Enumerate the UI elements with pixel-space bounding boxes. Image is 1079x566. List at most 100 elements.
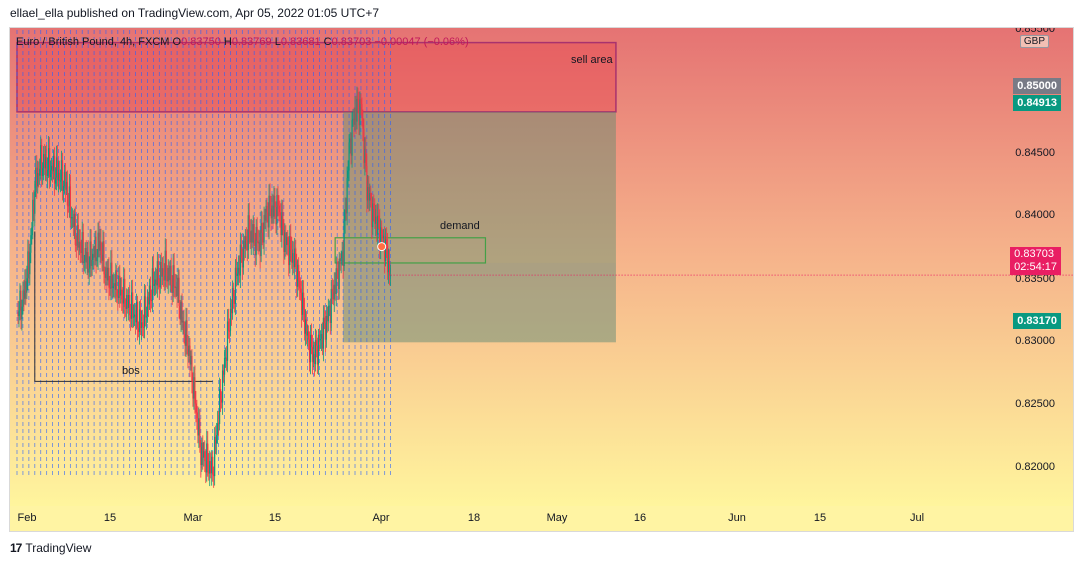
- candle-body: [327, 306, 329, 322]
- candle-body: [127, 294, 129, 308]
- candle-body: [243, 240, 245, 249]
- candle-body: [121, 289, 123, 300]
- demand-label: demand: [440, 220, 480, 232]
- candle-body: [65, 182, 68, 190]
- chart-canvas[interactable]: [10, 28, 1073, 531]
- candle-body: [303, 292, 305, 310]
- candle-body: [75, 244, 77, 246]
- currency-badge[interactable]: GBP: [1019, 35, 1049, 48]
- candle-body: [228, 330, 231, 332]
- candle-body: [254, 238, 256, 256]
- candle-body: [165, 250, 167, 276]
- legend-close-label: C: [323, 36, 332, 48]
- candle-body: [266, 205, 268, 213]
- candle-body: [322, 317, 324, 349]
- candle-body: [90, 241, 92, 266]
- candle-body: [84, 248, 86, 262]
- candle-body: [342, 251, 344, 267]
- candle-body: [186, 320, 188, 347]
- candle-body: [238, 267, 240, 276]
- candle-body: [96, 257, 98, 262]
- candle-body: [25, 281, 27, 293]
- candle-body: [132, 292, 134, 317]
- candle-body: [133, 316, 135, 318]
- candle-body: [285, 232, 287, 245]
- candle-body: [206, 443, 208, 473]
- candle-body: [158, 283, 160, 288]
- candle-body: [156, 261, 158, 286]
- candle-body: [137, 327, 140, 333]
- candle-body: [368, 187, 370, 201]
- candle-body: [337, 270, 339, 290]
- candle-body: [164, 250, 166, 281]
- candle-body: [94, 236, 96, 258]
- candle-body: [253, 224, 255, 239]
- candle-body: [248, 215, 250, 232]
- legend-high-label: H: [223, 36, 232, 48]
- candle-body: [28, 251, 30, 275]
- candle-body: [270, 208, 272, 219]
- candle-body: [334, 284, 336, 295]
- demand-zone: [334, 237, 487, 264]
- candle-body: [245, 236, 247, 241]
- candle-body: [185, 320, 187, 346]
- candle-body: [113, 283, 115, 287]
- brand-name: TradingView: [25, 541, 92, 555]
- candle-body: [166, 275, 168, 282]
- candle-body: [64, 171, 67, 190]
- candle-body: [151, 268, 154, 301]
- candle-body: [289, 236, 291, 266]
- price-tag-upper: 0.84913: [1013, 95, 1061, 111]
- candle-body: [316, 345, 319, 365]
- candle-body: [162, 268, 164, 276]
- tradingview-brand[interactable]: 17 TradingView: [10, 541, 91, 555]
- time-label: May: [546, 512, 568, 524]
- candle-body: [272, 205, 274, 217]
- price-label: 0.83000: [1015, 335, 1055, 347]
- candle-body: [312, 354, 315, 362]
- candle-body: [46, 157, 48, 176]
- candle-body: [131, 292, 133, 319]
- candle-body: [344, 210, 346, 222]
- chart-background: [10, 28, 1073, 506]
- publisher-line: ellael_ella published on TradingView.com…: [10, 6, 380, 20]
- candle-body: [44, 154, 46, 169]
- candle-body: [382, 234, 384, 238]
- candle-body: [365, 148, 367, 166]
- candle-body: [335, 268, 337, 295]
- candle-body: [373, 203, 375, 210]
- current-price: 0.83703: [1014, 248, 1054, 260]
- legend-close: 0.83703: [331, 36, 372, 48]
- chart-frame[interactable]: Euro / British Pound, 4h, FXCM O0.83750 …: [9, 27, 1074, 532]
- candle-body: [138, 309, 141, 333]
- candle-body: [168, 267, 170, 281]
- candle-body: [109, 287, 111, 289]
- candle-body: [281, 212, 283, 236]
- candle-body: [196, 412, 198, 419]
- candle-body: [61, 160, 64, 191]
- candle-body: [150, 300, 153, 302]
- candle-body: [204, 451, 206, 462]
- candle-body: [358, 101, 360, 126]
- candle-body: [194, 377, 196, 404]
- candle-body: [282, 212, 284, 231]
- candle-body: [217, 423, 219, 436]
- candle-body: [298, 264, 300, 281]
- candle-body: [304, 309, 306, 334]
- candle-body: [169, 265, 171, 281]
- candle-body: [235, 267, 238, 276]
- candle-body: [271, 205, 273, 219]
- candle-body: [304, 319, 307, 334]
- candle-body: [241, 257, 243, 268]
- candle-body: [80, 251, 82, 254]
- candle-body: [329, 305, 331, 324]
- candle-body: [369, 193, 371, 201]
- candle-body: [19, 290, 21, 311]
- time-label: 16: [633, 512, 647, 524]
- candle-body: [250, 230, 252, 243]
- candle-body: [73, 213, 75, 227]
- candle-body: [136, 301, 139, 328]
- candle-body: [236, 273, 238, 276]
- candle-body: [105, 267, 107, 278]
- candle-body: [53, 155, 56, 184]
